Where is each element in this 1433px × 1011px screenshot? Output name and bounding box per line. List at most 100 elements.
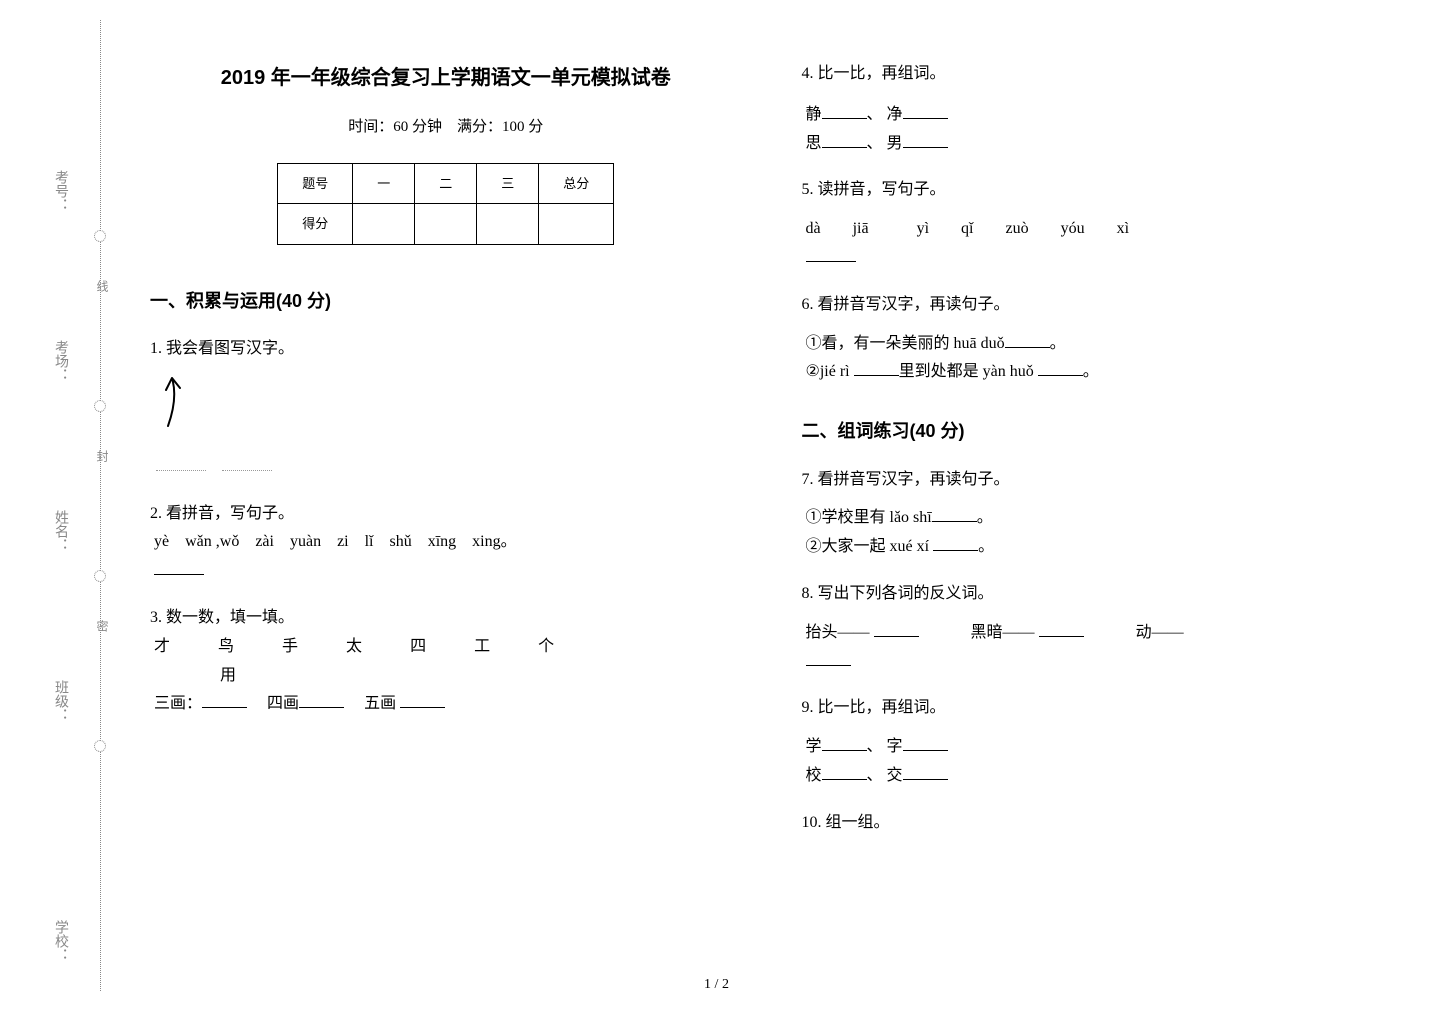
binding-circle (94, 570, 106, 582)
binding-dotted-line (100, 20, 101, 991)
binding-column: 考号： 线 考场： 封 姓名： 密 班级： 学校： (0, 0, 130, 1011)
q7-line2b: 。 (978, 538, 994, 555)
answer-blank[interactable] (1005, 332, 1050, 348)
q-num: 9. (802, 699, 814, 716)
score-row-label: 得分 (278, 204, 353, 244)
q6-line2a: ②jié rì (806, 363, 854, 380)
answer-blank[interactable] (903, 764, 948, 780)
score-row-label: 题号 (278, 164, 353, 204)
answer-blank[interactable] (822, 764, 867, 780)
q-text: 组一组。 (826, 814, 890, 831)
q-num: 3. (150, 609, 162, 626)
score-cell[interactable] (415, 204, 477, 244)
question-5: 5. 读拼音，写句子。 dà jiā yì qǐ zuò yóu xì (802, 176, 1394, 272)
exam-title: 2019 年一年级综合复习上学期语文一单元模拟试卷 (150, 60, 742, 96)
char: 用 (220, 667, 236, 684)
answer-blank[interactable] (874, 621, 919, 637)
answer-blank[interactable] (222, 470, 272, 471)
q-num: 2. (150, 505, 162, 522)
score-cell[interactable] (353, 204, 415, 244)
answer-blank[interactable] (806, 650, 851, 666)
answer-blank[interactable] (822, 132, 867, 148)
answer-blank[interactable] (854, 360, 899, 376)
q8-item1: 抬头—— (806, 624, 870, 641)
question-8: 8. 写出下列各词的反义词。 抬头—— 黑暗—— 动—— (802, 580, 1394, 676)
section1-header: 一、积累与运用(40 分) (150, 285, 742, 317)
left-column: 2019 年一年级综合复习上学期语文一单元模拟试卷 时间：60 分钟 满分：10… (150, 60, 742, 971)
answer-blank[interactable] (154, 559, 204, 575)
right-column: 4. 比一比，再组词。 静、 净 思、 男 5. 读拼音，写句子。 dà jiā… (802, 60, 1394, 971)
answer-blank[interactable] (1039, 621, 1084, 637)
answer-blank[interactable] (903, 735, 948, 751)
score-cell[interactable] (539, 204, 614, 244)
answer-blank[interactable] (806, 246, 856, 262)
page-number: 1 / 2 (704, 977, 729, 993)
q-num: 10. (802, 814, 822, 831)
score-col: 三 (477, 164, 539, 204)
q-text: 数一数，填一填。 (166, 609, 294, 626)
answer-blank[interactable] (202, 692, 247, 708)
q-text: 写出下列各词的反义词。 (818, 585, 994, 602)
answer-blank[interactable] (156, 470, 206, 471)
q7-line2a: ②大家一起 xué xí (806, 538, 934, 555)
score-cell[interactable] (477, 204, 539, 244)
binding-circle (94, 230, 106, 242)
q-num: 7. (802, 471, 814, 488)
q-num: 4. (802, 65, 814, 82)
q-num: 5. (802, 181, 814, 198)
q-text: 看拼音写汉字，再读句子。 (818, 296, 1010, 313)
char: 个 (538, 638, 554, 655)
char: 手 (282, 638, 298, 655)
answer-blank[interactable] (822, 735, 867, 751)
answer-blank[interactable] (1038, 360, 1083, 376)
binding-label-xingming: 姓名： (50, 510, 70, 552)
table-row: 得分 (278, 204, 614, 244)
q9-char: 校 (806, 767, 822, 784)
q7-line1b: 。 (977, 509, 993, 526)
q6-line2b: 里到处都是 yàn huǒ (899, 363, 1038, 380)
q-text: 看拼音写汉字，再读句子。 (818, 471, 1010, 488)
binding-dotted-text-xian: 线 (94, 280, 111, 298)
q4-char: 男 (887, 135, 903, 152)
q3-row-label: 五画 (364, 695, 396, 712)
q7-line1a: ①学校里有 lǎo shī (806, 509, 932, 526)
question-4: 4. 比一比，再组词。 静、 净 思、 男 (802, 60, 1394, 158)
char: 四 (410, 638, 426, 655)
q9-char: 学 (806, 738, 822, 755)
question-2: 2. 看拼音，写句子。 yè wǎn ,wǒ zài yuàn zi lǐ sh… (150, 500, 742, 586)
section2-header: 二、组词练习(40 分) (802, 415, 1394, 447)
q9-char: 字 (887, 738, 903, 755)
binding-dotted-text-feng: 封 (94, 450, 111, 468)
answer-blank[interactable] (822, 103, 867, 119)
score-table: 题号 一 二 三 总分 得分 (277, 163, 614, 245)
exam-subtitle: 时间：60 分钟 满分：100 分 (150, 114, 742, 141)
arrow-icon (154, 372, 190, 436)
question-9: 9. 比一比，再组词。 学、 字 校、 交 (802, 694, 1394, 790)
page-content: 2019 年一年级综合复习上学期语文一单元模拟试卷 时间：60 分钟 满分：10… (150, 60, 1393, 971)
table-row: 题号 一 二 三 总分 (278, 164, 614, 204)
q8-item3: 动—— (1136, 624, 1184, 641)
binding-label-kaohao: 考号： (50, 170, 70, 212)
q-text: 比一比，再组词。 (818, 699, 946, 716)
answer-blank[interactable] (933, 535, 978, 551)
q8-item2: 黑暗—— (971, 624, 1035, 641)
score-col: 一 (353, 164, 415, 204)
q6-line2c: 。 (1083, 363, 1099, 380)
binding-label-kaochang: 考场： (50, 340, 70, 382)
binding-circle (94, 740, 106, 752)
binding-label-xuexiao: 学校： (50, 920, 70, 962)
answer-blank[interactable] (400, 692, 445, 708)
char: 鸟 (218, 638, 234, 655)
q-text: 我会看图写汉字。 (166, 340, 294, 357)
answer-blank[interactable] (299, 692, 344, 708)
binding-label-banji: 班级： (50, 680, 70, 722)
char: 才 (154, 638, 170, 655)
q3-row-label: 四画 (267, 695, 299, 712)
answer-blank[interactable] (903, 103, 948, 119)
answer-blank[interactable] (903, 132, 948, 148)
q-text: 比一比，再组词。 (818, 65, 946, 82)
q3-row-label: 三画： (154, 695, 202, 712)
q-num: 1. (150, 340, 162, 357)
q6-line1b: 。 (1050, 335, 1066, 352)
answer-blank[interactable] (932, 506, 977, 522)
